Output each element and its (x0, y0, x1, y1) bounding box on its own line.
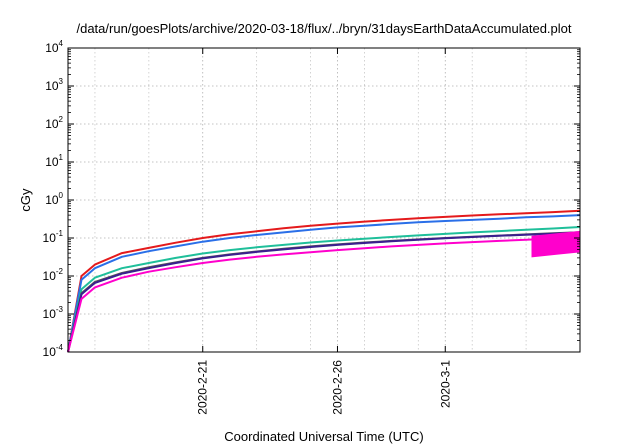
chart-title: /data/run/goesPlots/archive/2020-03-18/f… (76, 21, 571, 36)
y-tick-label: 104 (45, 39, 63, 55)
series-line-1 (67, 209, 581, 353)
y-tick-label: 10-2 (43, 267, 64, 283)
series-line-5 (67, 231, 581, 353)
tick-labels: 10-4 10-3 10-2 10-1 100 101 102 103 104 2020-2-21… (43, 39, 453, 415)
y-tick-label: 10-1 (43, 229, 64, 245)
y-tick-label: 10-3 (43, 305, 64, 321)
series-line-4 (67, 231, 581, 353)
ticks (68, 47, 580, 353)
y-tick-label: 102 (45, 115, 63, 131)
x-tick-label: 2020-2-26 (330, 360, 344, 415)
y-tick-label: 103 (45, 77, 63, 93)
series-line-3 (67, 226, 581, 353)
y-tick-label: 100 (45, 191, 63, 207)
x-tick-label: 2020-3-1 (438, 360, 452, 408)
y-tick-label: 101 (45, 153, 63, 169)
y-tick-label: 10-4 (43, 343, 64, 359)
x-tick-label: 2020-2-21 (196, 360, 210, 415)
x-axis-label: Coordinated Universal Time (UTC) (224, 429, 423, 444)
y-axis-label: cGy (18, 188, 33, 212)
grid (68, 48, 580, 352)
series-line-6 (67, 236, 581, 353)
series-group (67, 209, 581, 353)
series-line-2 (67, 214, 581, 353)
series-noise-band (531, 230, 580, 258)
